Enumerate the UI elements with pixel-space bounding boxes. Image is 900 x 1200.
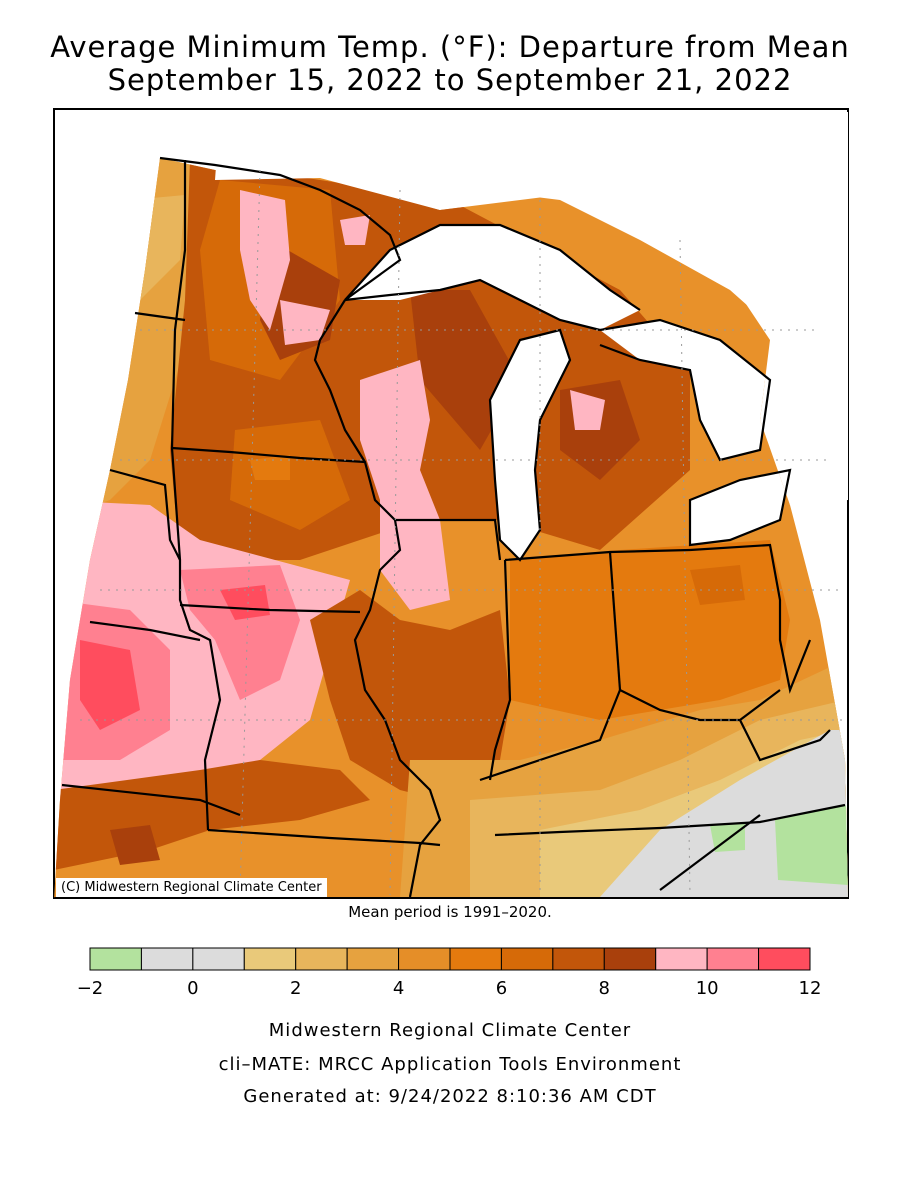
- color-legend: −2 0 2 4 6 8 10 12: [77, 947, 822, 999]
- footer-tool: cli–MATE: MRCC Application Tools Environ…: [218, 1054, 682, 1075]
- legend-swatch: [398, 947, 451, 971]
- copyright-label: (C) Midwestern Regional Climate Center: [56, 878, 327, 897]
- legend-swatches: [89, 947, 811, 971]
- legend-tick-label: 4: [393, 978, 404, 999]
- footer-generated: Generated at: 9/24/2022 8:10:36 AM CDT: [243, 1086, 657, 1107]
- legend-swatch: [243, 947, 297, 971]
- legend-tick-label: 12: [799, 978, 822, 999]
- footer-org: Midwestern Regional Climate Center: [268, 1020, 632, 1041]
- state-boundaries: [61, 156, 846, 898]
- legend-swatch: [346, 947, 400, 971]
- legend-swatch: [500, 947, 554, 971]
- legend-swatch: [706, 947, 760, 971]
- legend-swatch: [140, 947, 194, 971]
- mean-period-note: Mean period is 1991–2020.: [348, 903, 552, 921]
- legend-tick-label: 10: [696, 978, 719, 999]
- map-title: Average Minimum Temp. (°F): Departure fr…: [50, 30, 850, 64]
- legend-ticks: −2 0 2 4 6 8 10 12: [77, 978, 822, 999]
- legend-tick-label: 6: [496, 978, 507, 999]
- legend-swatch: [295, 947, 348, 971]
- map-date-range: September 15, 2022 to September 21, 2022: [107, 63, 793, 97]
- legend-tick-label: −2: [77, 978, 104, 999]
- outside-region: [215, 112, 848, 505]
- legend-swatch: [449, 947, 502, 971]
- legend-swatch: [758, 947, 811, 971]
- legend-swatch: [655, 947, 708, 971]
- legend-swatch: [192, 947, 245, 971]
- legend-tick-label: 2: [290, 978, 301, 999]
- graticule: [80, 169, 845, 896]
- legend-tick-label: 8: [599, 978, 610, 999]
- legend-swatch: [552, 947, 605, 971]
- legend-tick-label: 0: [187, 978, 198, 999]
- legend-swatch: [603, 947, 657, 971]
- legend-swatch: [89, 947, 142, 971]
